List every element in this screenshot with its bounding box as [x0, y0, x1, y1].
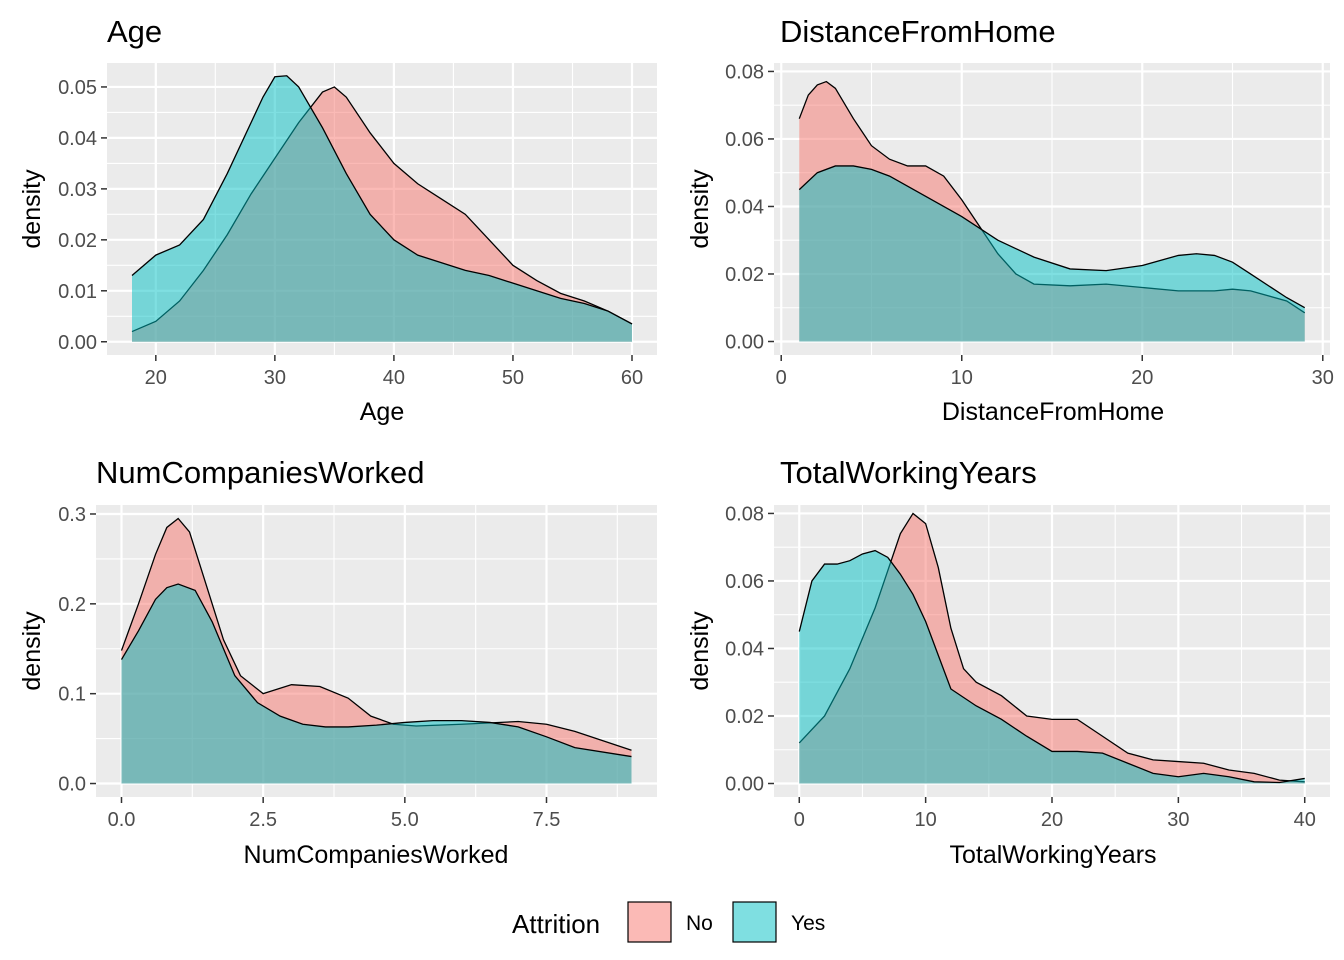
legend: Attrition No Yes: [512, 901, 825, 943]
panel-age: 20 30 40 50 60 0.00 0.01 0.02 0.03 0.04 0.05 Age Age…: [18, 14, 657, 426]
panel-totalworkingyears: 0 10 20 30 40 0.00 0.02 0.04 0.06 0.08 TotalWorkin…: [686, 455, 1330, 869]
x-tick-label: 30: [1312, 367, 1334, 389]
x-tick-label: 20: [145, 367, 167, 389]
x-tick-label: 0: [794, 809, 805, 831]
x-tick-label: 60: [621, 367, 643, 389]
y-tick-label: 0.04: [725, 638, 764, 660]
legend-label-no: No: [686, 912, 713, 935]
y-tick-label: 0.04: [58, 128, 97, 150]
x-tick-label: 0.0: [108, 809, 136, 831]
x-tick-label: 30: [1167, 809, 1189, 831]
density-outline-no: [120, 517, 632, 751]
density-area-yes: [121, 584, 632, 784]
y-tick-label: 0.00: [725, 331, 764, 353]
x-tick-label: 40: [1294, 809, 1316, 831]
density-outline-yes: [798, 165, 1306, 309]
density-area-yes: [799, 550, 1305, 784]
x-tick-label: 0: [776, 367, 787, 389]
y-axis-label: density: [686, 169, 714, 249]
y-axis-label: density: [18, 611, 46, 691]
legend-title: Attrition: [512, 909, 600, 939]
y-tick-label: 0.00: [58, 332, 97, 354]
x-axis-label: Age: [360, 398, 404, 426]
legend-key-yes: [732, 901, 777, 943]
x-tick-label: 40: [383, 367, 405, 389]
x-tick-label: 30: [264, 367, 286, 389]
density-area-yes: [799, 165, 1305, 342]
x-tick-label: 20: [1041, 809, 1063, 831]
x-axis-label: DistanceFromHome: [942, 398, 1164, 426]
y-tick-label: 0.0: [58, 774, 86, 796]
y-tick-label: 0.3: [58, 504, 86, 526]
legend-label-yes: Yes: [791, 912, 825, 935]
y-axis-label: density: [686, 611, 714, 691]
x-tick-label: 50: [502, 367, 524, 389]
x-tick-label: 5.0: [391, 809, 419, 831]
y-tick-label: 0.01: [58, 281, 97, 303]
panel-title: Age: [107, 14, 162, 49]
legend-key-no: [627, 901, 672, 943]
density-outline-yes: [131, 75, 633, 325]
x-axis-label: TotalWorkingYears: [949, 841, 1156, 869]
y-tick-label: 0.02: [725, 264, 764, 286]
x-tick-label: 2.5: [249, 809, 277, 831]
y-tick-label: 0.04: [725, 196, 764, 218]
panel-distancefromhome: 0 10 20 30 0.00 0.02 0.04 0.06 0.08 DistanceFromH…: [686, 14, 1334, 426]
panel-title: DistanceFromHome: [780, 14, 1056, 49]
x-tick-label: 10: [951, 367, 973, 389]
y-tick-label: 0.02: [725, 706, 764, 728]
x-tick-label: 7.5: [533, 809, 561, 831]
y-tick-label: 0.08: [725, 61, 764, 83]
y-tick-label: 0.1: [58, 684, 86, 706]
y-tick-label: 0.2: [58, 594, 86, 616]
density-outline-yes: [120, 583, 632, 758]
panel-title: TotalWorkingYears: [780, 455, 1037, 490]
y-tick-label: 0.03: [58, 179, 97, 201]
y-tick-label: 0.02: [58, 230, 97, 252]
y-axis-label: density: [18, 169, 46, 249]
x-axis-label: NumCompaniesWorked: [244, 841, 509, 869]
density-outline-yes: [798, 549, 1305, 784]
x-tick-label: 20: [1131, 367, 1153, 389]
panel-numcompaniesworked: 0.0 2.5 5.0 7.5 0.0 0.1 0.2 0.3 NumCompaniesWork…: [18, 455, 657, 869]
density-area-yes: [132, 75, 632, 342]
y-tick-label: 0.06: [725, 129, 764, 151]
panel-title: NumCompaniesWorked: [96, 455, 425, 490]
y-tick-label: 0.06: [725, 571, 764, 593]
y-tick-label: 0.05: [58, 77, 97, 99]
y-tick-label: 0.08: [725, 503, 764, 525]
x-tick-label: 10: [915, 809, 937, 831]
y-tick-label: 0.00: [725, 773, 764, 795]
